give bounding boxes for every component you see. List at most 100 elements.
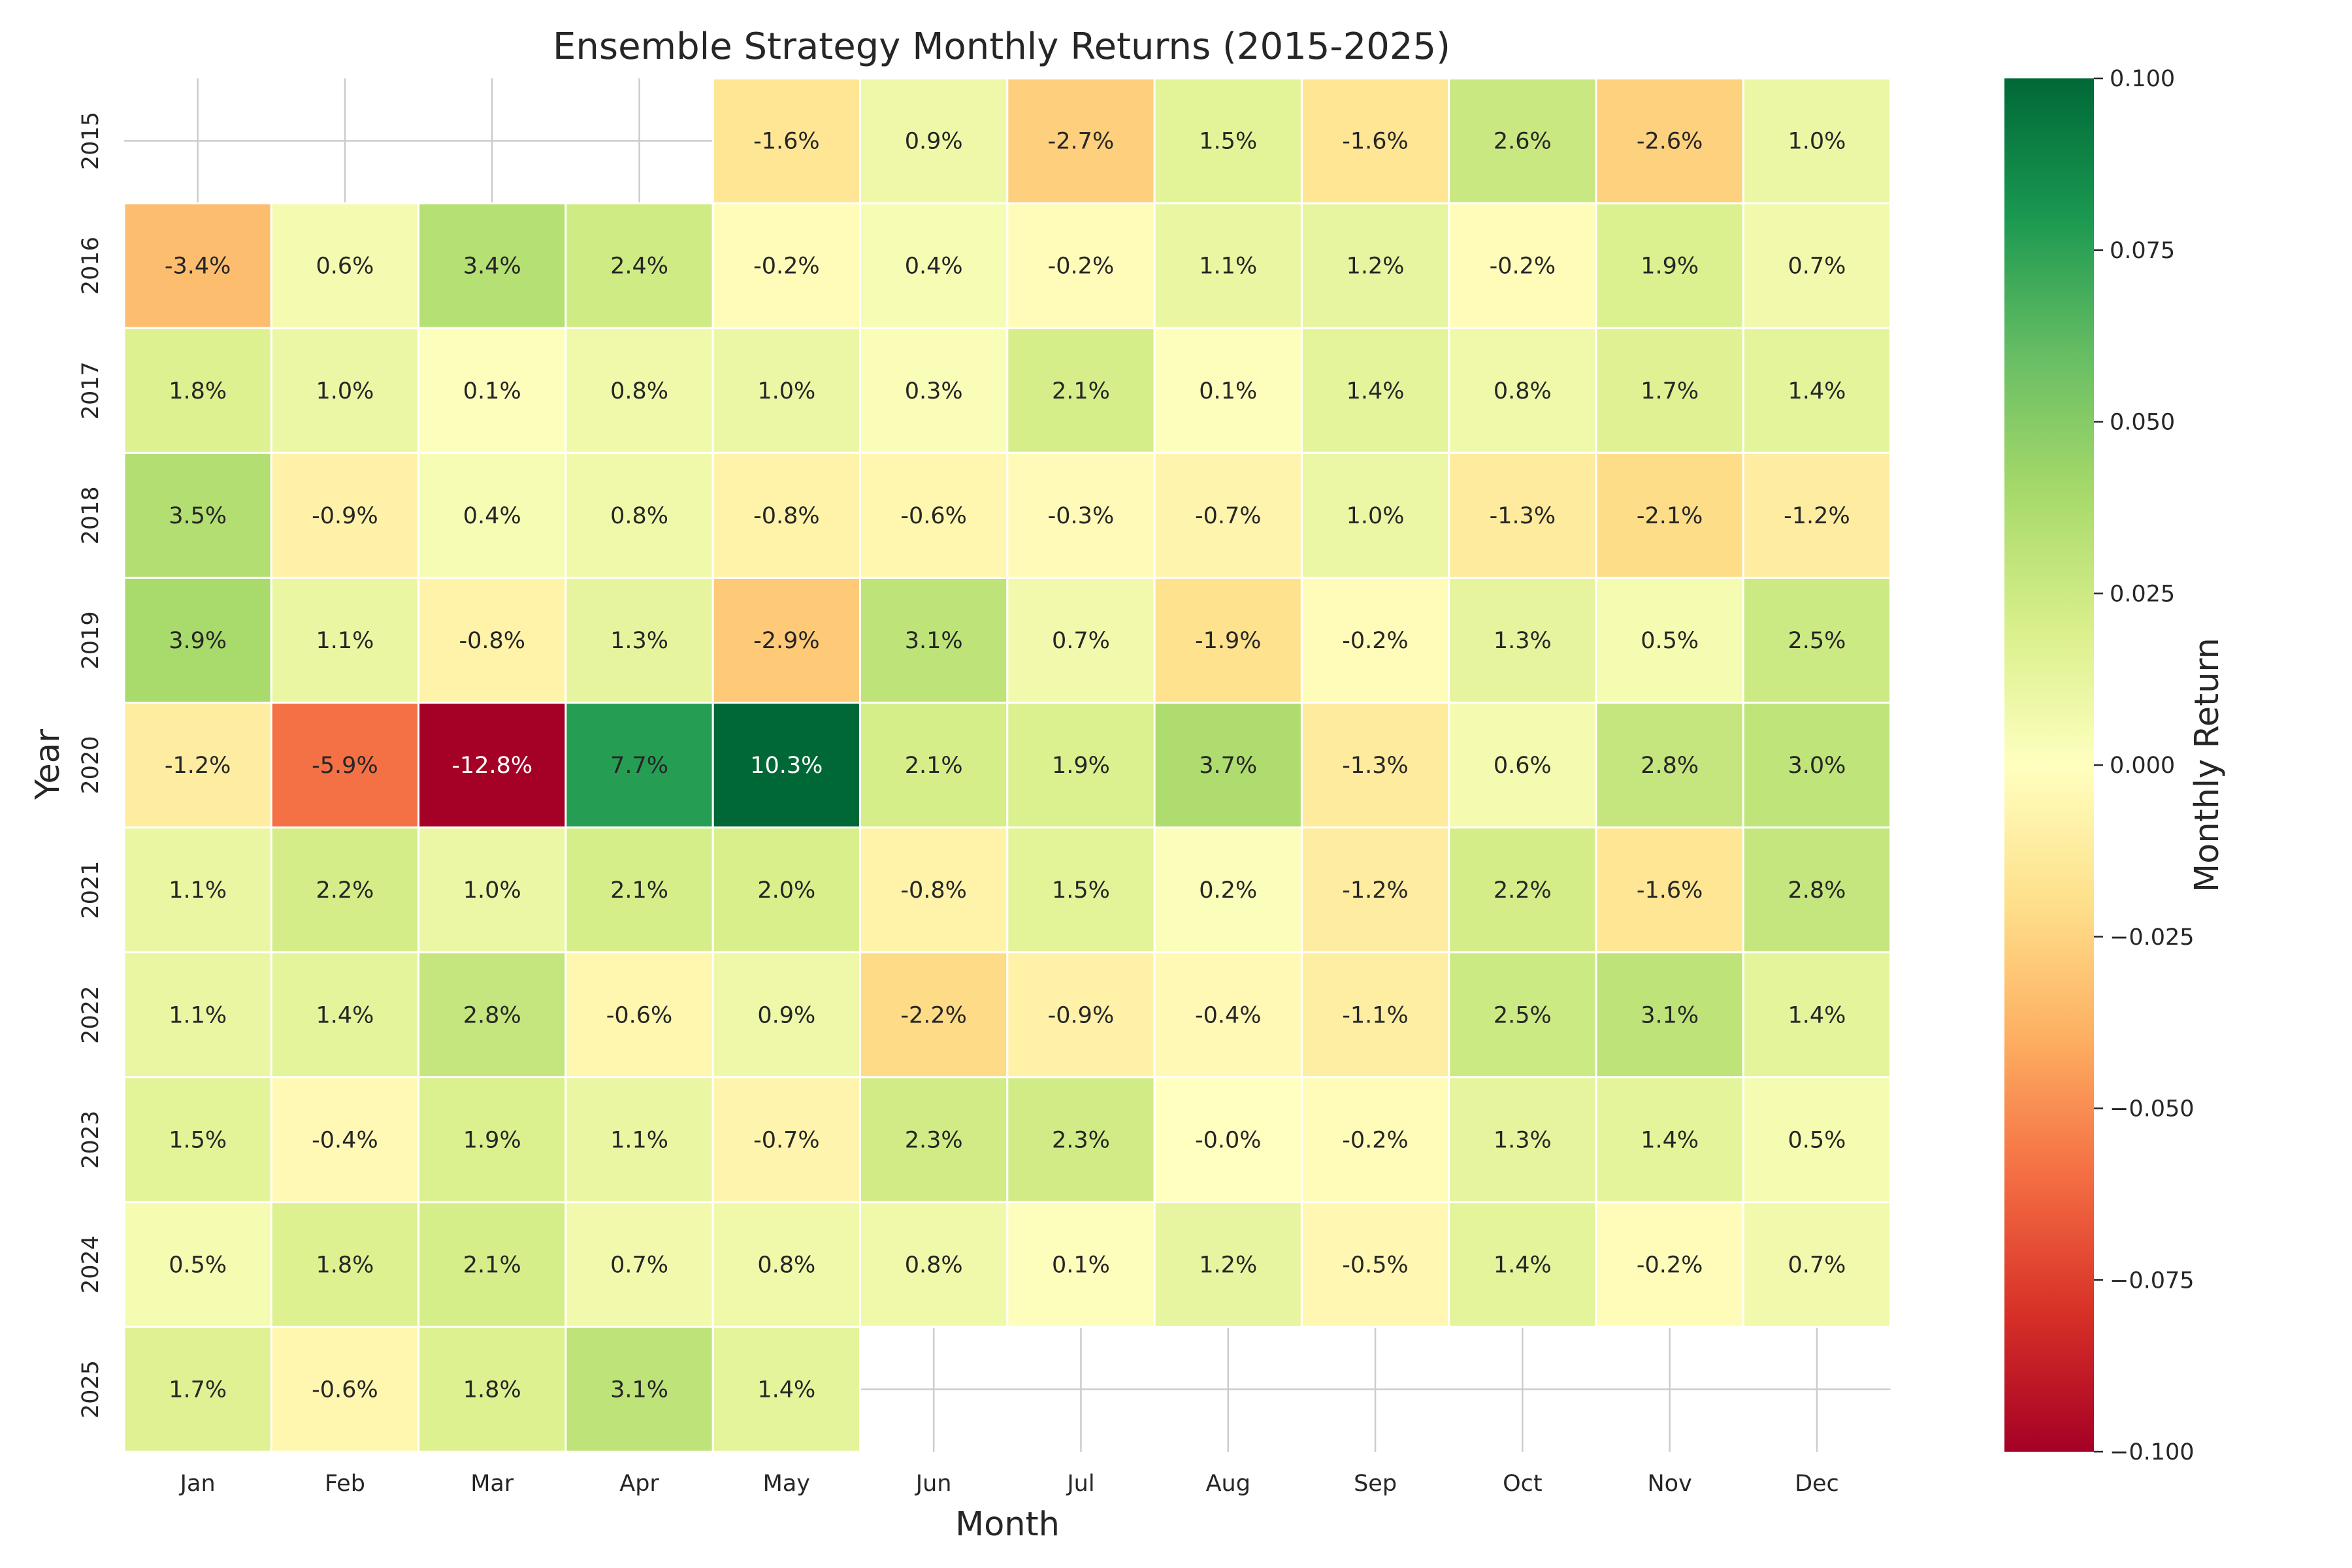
cell-value-label: 0.1% (1199, 378, 1257, 404)
heatmap-cell (417, 1326, 567, 1453)
cell-value-label: -1.9% (1195, 628, 1262, 654)
heatmap-cell (564, 702, 714, 829)
cell-value-label: 1.1% (316, 628, 374, 654)
heatmap-cell (417, 702, 567, 829)
heatmap-cell (270, 576, 420, 704)
colorbar: 0.100 0.075 0.050 0.025 0.000 −0.025 −0.050 −0.… (2004, 66, 2227, 1465)
heatmap-cell (1300, 451, 1450, 579)
heatmap-cell (123, 1326, 272, 1453)
cell-value-label: 3.1% (1641, 1002, 1699, 1028)
x-tick-label: Aug (1206, 1471, 1250, 1497)
cell-value-label: -0.4% (1195, 1002, 1262, 1028)
heatmap-cell (1006, 451, 1156, 579)
cell-value-label: 2.5% (1788, 628, 1846, 654)
cell-value-label: 1.8% (169, 378, 227, 404)
cell-value-label: 2.5% (1494, 1002, 1552, 1028)
heatmap-cell (270, 451, 420, 579)
cell-value-label: -0.8% (459, 628, 525, 654)
cell-value-label: 0.4% (905, 253, 963, 280)
heatmap-cell (270, 1326, 420, 1453)
heatmap-cell (711, 1201, 861, 1328)
colorbar-tick-label: −0.075 (2110, 1267, 2195, 1294)
cell-value-label: -0.6% (606, 1002, 673, 1028)
x-tick-label: May (763, 1471, 810, 1497)
cell-value-label: 3.7% (1199, 753, 1257, 779)
chart-title: Ensemble Strategy Monthly Returns (2015-… (553, 25, 1450, 68)
cell-value-label: 1.4% (1494, 1252, 1552, 1278)
heatmap-cell (1448, 77, 1597, 204)
heatmap-cell (1595, 77, 1744, 204)
heatmap-cell (711, 451, 861, 579)
heatmap-cell (859, 702, 1009, 829)
heatmap-cell (564, 1201, 714, 1328)
heatmap-cell (564, 451, 714, 579)
cell-value-label: 0.7% (1052, 628, 1110, 654)
month-tick-labels: Jan Feb Mar Apr May Jun Jul Aug Sep Oct Nov Dec (179, 1471, 1839, 1497)
cell-value-label: 2.1% (905, 753, 963, 779)
heatmap-cell (859, 951, 1009, 1079)
cell-value-label: 0.6% (1494, 753, 1552, 779)
heatmap-cell (711, 951, 861, 1079)
cell-value-label: -1.6% (1637, 877, 1703, 904)
cell-value-label: -1.6% (753, 129, 820, 155)
cell-value-label: -1.3% (1490, 503, 1556, 529)
colorbar-tick-label: 0.000 (2110, 753, 2175, 779)
cell-value-label: 0.7% (1788, 1252, 1846, 1278)
cell-value-label: 1.1% (169, 1002, 227, 1028)
cell-value-label: 0.8% (610, 378, 668, 404)
heatmap-cell (711, 1326, 861, 1453)
y-tick-label: 2020 (78, 736, 104, 794)
cell-value-label: 3.9% (169, 628, 227, 654)
y-tick-label: 2018 (78, 486, 104, 544)
cell-value-label: 2.8% (1641, 753, 1699, 779)
cell-value-label: 0.9% (905, 129, 963, 155)
cell-value-label: -0.9% (1048, 1002, 1115, 1028)
cell-value-label: -12.8% (451, 753, 532, 779)
x-tick-label: Feb (325, 1471, 365, 1497)
colorbar-tick-label: 0.100 (2110, 66, 2175, 92)
cell-value-label: -2.1% (1637, 503, 1703, 529)
heatmap-cell (711, 327, 861, 454)
x-tick-label: Oct (1503, 1471, 1543, 1497)
cell-value-label: -0.9% (312, 503, 378, 529)
heatmap-cell (270, 202, 420, 329)
cell-value-label: 3.1% (905, 628, 963, 654)
cell-value-label: 1.7% (169, 1377, 227, 1403)
x-tick-label: Nov (1647, 1471, 1691, 1497)
cell-value-label: -2.9% (753, 628, 820, 654)
cell-value-label: 0.6% (316, 253, 374, 280)
cell-value-label: -1.2% (1784, 503, 1850, 529)
heatmap-cell (859, 1076, 1009, 1203)
cell-value-label: 1.0% (757, 378, 815, 404)
cell-value-label: 0.8% (757, 1252, 815, 1278)
cell-value-label: 0.1% (463, 378, 521, 404)
heatmap-cell (859, 1201, 1009, 1328)
heatmap-cell (1595, 1201, 1744, 1328)
y-tick-label: 2016 (78, 237, 104, 295)
cell-value-label: 2.8% (463, 1002, 521, 1028)
colorbar-ticks: 0.100 0.075 0.050 0.025 0.000 −0.025 −0.050 −0.… (2094, 66, 2195, 1465)
x-tick-label: Apr (619, 1471, 659, 1497)
cell-value-label: 2.2% (316, 877, 374, 904)
heatmap-cell (1595, 576, 1744, 704)
y-tick-label: 2024 (78, 1235, 104, 1294)
heatmap-cell (1300, 951, 1450, 1079)
cell-value-label: -0.7% (753, 1127, 820, 1153)
cell-value-label: -5.9% (312, 753, 378, 779)
heatmap-cell (417, 202, 567, 329)
cell-value-label: -0.8% (753, 503, 820, 529)
heatmap-cell (1595, 951, 1744, 1079)
cell-value-label: 1.5% (1052, 877, 1110, 904)
heatmap-cell (1006, 202, 1156, 329)
cell-value-label: -0.8% (900, 877, 967, 904)
heatmap-cell (1300, 826, 1450, 954)
heatmap-cell (711, 576, 861, 704)
cell-value-label: 0.8% (610, 503, 668, 529)
heatmap-cell (417, 451, 567, 579)
heatmap-cell (270, 1201, 420, 1328)
heatmap-cell (417, 1201, 567, 1328)
y-tick-label: 2021 (78, 861, 104, 919)
heatmap-cell (564, 202, 714, 329)
heatmap-cell (1153, 77, 1303, 204)
cell-value-label: -0.5% (1342, 1252, 1409, 1278)
